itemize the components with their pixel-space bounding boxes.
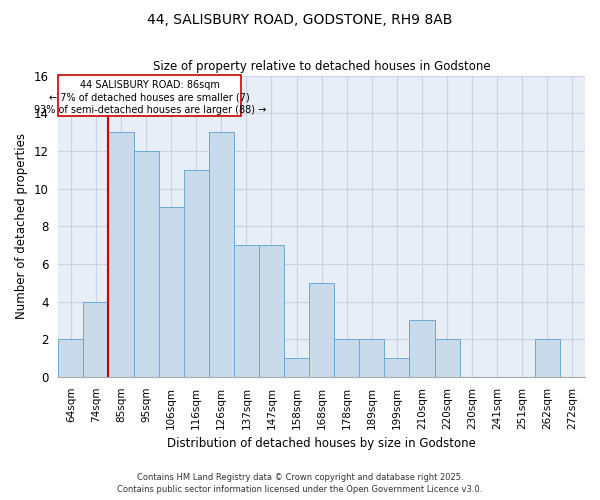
Title: Size of property relative to detached houses in Godstone: Size of property relative to detached ho…	[153, 60, 490, 73]
Text: ← 7% of detached houses are smaller (7): ← 7% of detached houses are smaller (7)	[49, 92, 250, 102]
Bar	[134, 151, 158, 377]
X-axis label: Distribution of detached houses by size in Godstone: Distribution of detached houses by size …	[167, 437, 476, 450]
Bar	[234, 245, 259, 377]
Bar	[409, 320, 434, 377]
Bar	[535, 339, 560, 377]
Bar	[434, 339, 460, 377]
Bar	[109, 132, 134, 377]
Bar	[58, 339, 83, 377]
Text: 44 SALISBURY ROAD: 86sqm: 44 SALISBURY ROAD: 86sqm	[80, 80, 220, 90]
Text: 93% of semi-detached houses are larger (88) →: 93% of semi-detached houses are larger (…	[34, 104, 266, 115]
Bar	[83, 302, 109, 377]
Bar	[385, 358, 409, 377]
Bar	[209, 132, 234, 377]
Bar	[334, 339, 359, 377]
FancyBboxPatch shape	[58, 74, 241, 116]
Bar	[309, 282, 334, 377]
Bar	[158, 208, 184, 377]
Text: Contains HM Land Registry data © Crown copyright and database right 2025.
Contai: Contains HM Land Registry data © Crown c…	[118, 472, 482, 494]
Y-axis label: Number of detached properties: Number of detached properties	[15, 133, 28, 319]
Bar	[184, 170, 209, 377]
Text: 44, SALISBURY ROAD, GODSTONE, RH9 8AB: 44, SALISBURY ROAD, GODSTONE, RH9 8AB	[148, 12, 452, 26]
Bar	[284, 358, 309, 377]
Bar	[259, 245, 284, 377]
Bar	[359, 339, 385, 377]
